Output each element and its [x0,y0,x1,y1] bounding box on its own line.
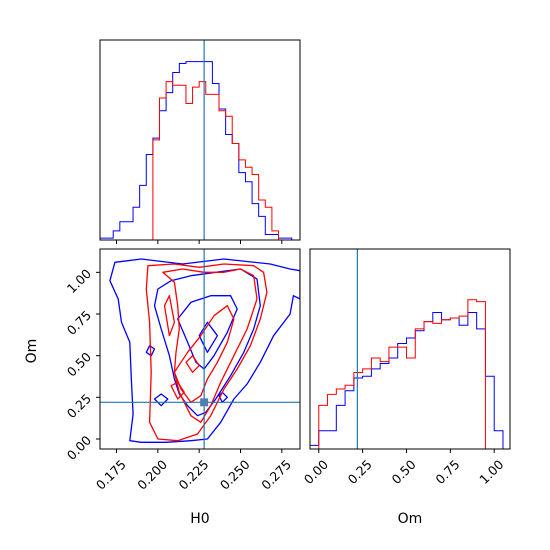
scatter-xtick-label: 0.250 [217,457,253,493]
hist-Om-xtick-label: 0.00 [301,457,331,487]
panel-hist-Om: 0.00 0.25 0.50 0.75 1.00 Om [301,248,511,527]
hist-Om-xtick-label: 1.00 [476,457,506,487]
hist-Om-xtick-label: 0.75 [432,457,462,487]
hist-H0-frame [99,39,301,241]
panel-hist-H0 [99,39,301,244]
contour-red-1 [162,268,258,423]
contour-red-5 [163,295,176,337]
contour-blue-0 [109,258,300,443]
scatter-xtick-label: 0.175 [93,457,129,493]
contour-red-3 [170,381,185,400]
scatter-ytick-label: 1.00 [64,266,94,296]
scatter-xtick-label: 0.275 [258,457,294,493]
panel-scatter-H0-Om: 0.175 0.200 0.225 0.250 0.275 0.00 0.25 0.50 0.7… [24,248,301,527]
hist-Om-frame [309,248,511,450]
contour-frame [99,248,301,450]
scatter-xtick-label: 0.200 [134,457,170,493]
scatter-xtick-label: 0.225 [176,457,212,493]
scatter-ytick-label: 0.00 [64,432,94,462]
scatter-ylabel: Om [24,339,40,364]
contour-blue-5 [145,345,156,357]
hist-Om-xlabel: Om [398,511,423,527]
contour-blue-3 [198,321,219,353]
hist-H0-blue-series [99,61,300,241]
truth-point-marker [200,398,209,407]
contour-red-4 [185,355,200,373]
contour-red-0 [145,263,268,442]
scatter-ytick-label: 0.25 [64,391,94,421]
contour-blue-4 [153,393,169,407]
scatter-xlabel: H0 [190,511,209,527]
hist-Om-xtick-label: 0.25 [345,457,375,487]
scatter-ytick-label: 0.50 [64,349,94,379]
contour-blue-1 [153,268,261,417]
hist-Om-blue-series [309,312,510,450]
hist-H0-red-series [100,81,300,241]
hist-Om-xtick-label: 0.50 [389,457,419,487]
scatter-ytick-label: 0.75 [64,308,94,338]
contour-area [100,249,300,449]
hist-Om-red-series [310,299,510,450]
